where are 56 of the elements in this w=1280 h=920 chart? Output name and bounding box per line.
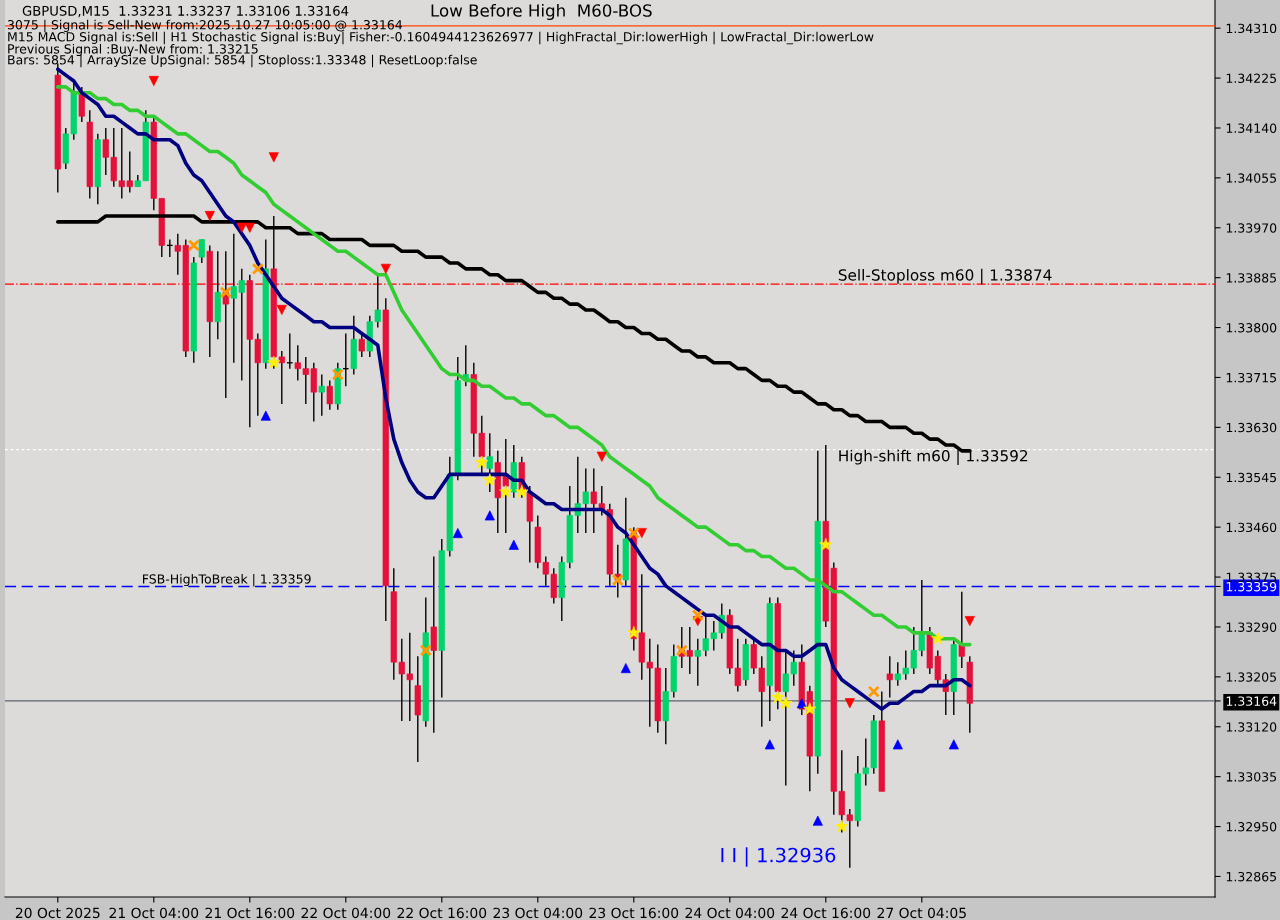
- y-tick-label: 1.34055: [1226, 173, 1277, 183]
- x-tick-label: 23 Oct 04:00: [493, 907, 583, 919]
- y-tick-label: 1.33205: [1226, 672, 1277, 682]
- y-tick-label: 1.34225: [1226, 73, 1277, 83]
- point: [419, 644, 432, 657]
- point: [331, 368, 344, 381]
- y-tick-label: 1.33715: [1226, 372, 1277, 383]
- candlestick: [78, 86, 85, 123]
- annotation: I I | 1.32936: [721, 847, 836, 867]
- chart-subtitle: Low Before High M60-BOS: [431, 3, 652, 21]
- y-tick-label: 1.32865: [1226, 871, 1277, 882]
- candlestick: [886, 655, 893, 699]
- y-tick-label: 1.33545: [1226, 472, 1277, 483]
- x-tick-label: 22 Oct 16:00: [397, 907, 487, 919]
- x-tick-label: 27 Oct 04:05: [877, 907, 966, 919]
- ref-line-label: FSB-HighToBreak | 1.33359: [143, 573, 311, 587]
- annotation: M15 MACD Signal is:Sell | H1 Stochastic Signal is:Buy| Fisher:-0.1604944123626977 | HighFractal_Dir:lowerHigh | LowFractal_Dir:lowerLow: [8, 31, 874, 45]
- y-tick-label: 1.33120: [1226, 722, 1277, 732]
- y-tick-label: 1.34140: [1226, 123, 1277, 133]
- ref-line-label: Sell-Stoploss m60 | 1.33874: [838, 268, 1052, 285]
- candlestick: [198, 238, 205, 264]
- y-tick-label: 1.33970: [1226, 223, 1277, 233]
- x-tick-label: 21 Oct 04:00: [109, 907, 199, 919]
- chart-title: GBPUSD,M15 1.33231 1.33237 1.33106 1.33164: [22, 5, 349, 18]
- point: [187, 239, 200, 252]
- y-tick-label: 1.34310: [1226, 23, 1277, 34]
- point: [611, 573, 624, 587]
- y-tick-label: 1.33885: [1226, 273, 1277, 283]
- x-tick-label: 24 Oct 04:00: [685, 907, 775, 919]
- point: [627, 526, 640, 540]
- point: [219, 286, 232, 299]
- y-tick-label: 1.33630: [1226, 422, 1277, 433]
- candlestick: [358, 332, 365, 358]
- ref-line-label: High-shift m60 | 1.33592: [839, 449, 1028, 465]
- x-tick-label: 24 Oct 16:00: [781, 907, 871, 919]
- y-tick-label: 1.32950: [1226, 822, 1277, 832]
- candlestick: [430, 555, 437, 734]
- y-tick-label: 1.33164: [1226, 696, 1277, 706]
- y-tick-label: 1.33375: [1226, 572, 1277, 582]
- x-tick-label: 23 Oct 16:00: [589, 907, 679, 919]
- y-tick-label: 1.33035: [1226, 772, 1277, 782]
- x-tick-label: 22 Oct 04:00: [301, 907, 391, 919]
- x-tick-label: 21 Oct 16:00: [205, 907, 295, 919]
- candlestick: [486, 432, 493, 493]
- y-tick-label: 1.33800: [1226, 323, 1277, 333]
- point: [691, 609, 704, 622]
- y-tick-label: 1.33290: [1226, 622, 1277, 632]
- candlestick: [958, 591, 965, 669]
- y-tick-label: 1.33460: [1226, 522, 1277, 533]
- x-tick-label: 20 Oct 2025: [15, 907, 100, 919]
- candlestick: [318, 373, 325, 417]
- candlestick: [326, 379, 333, 411]
- y-tick-label: 1.33359: [1226, 581, 1277, 592]
- point: [251, 262, 264, 275]
- point: [675, 644, 688, 657]
- point: [867, 685, 880, 698]
